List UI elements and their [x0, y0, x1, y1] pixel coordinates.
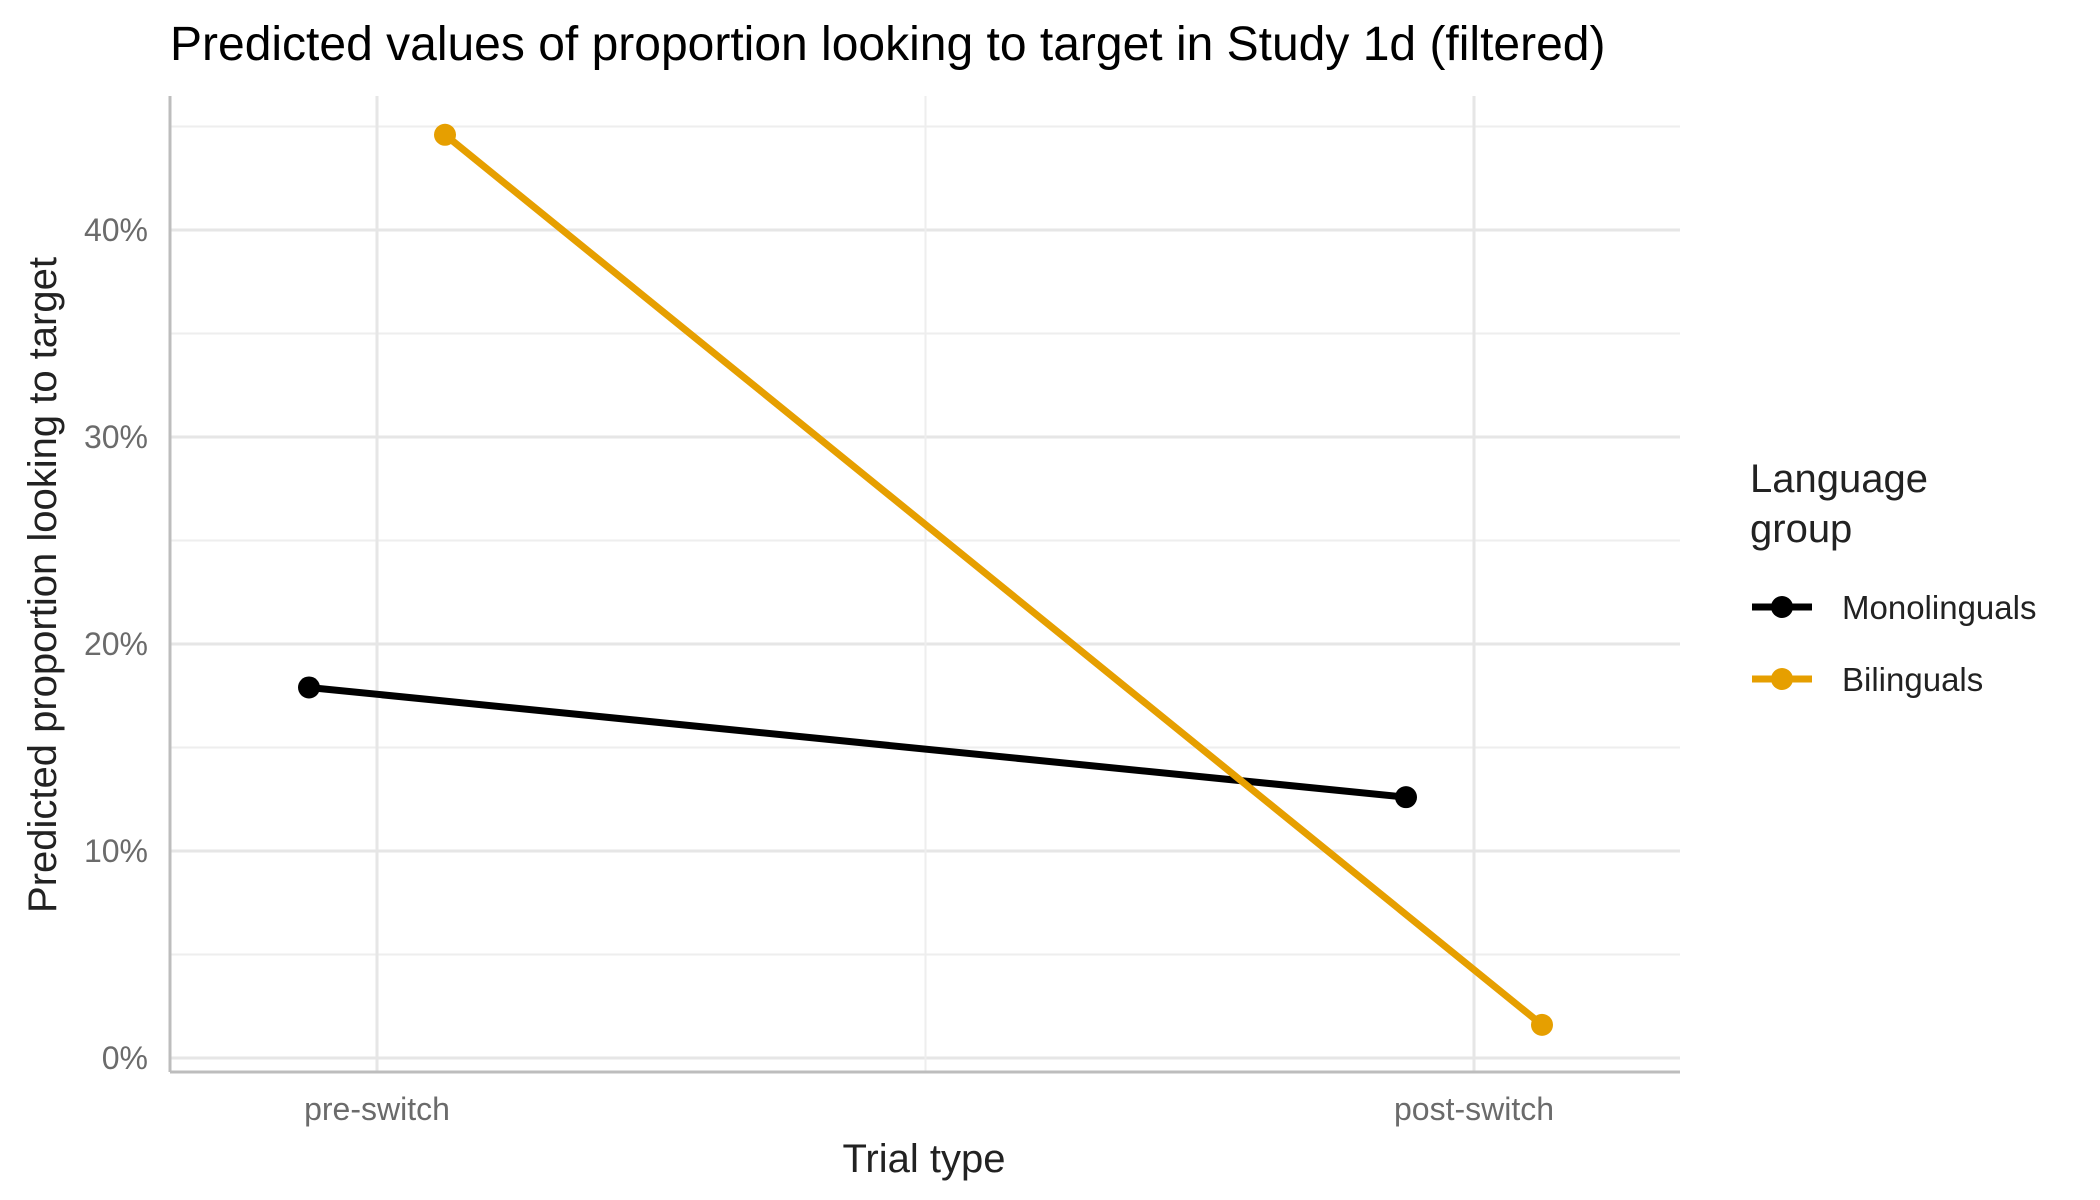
x-axis-title: Trial type — [842, 1137, 1005, 1181]
y-tick-label: 0% — [102, 1040, 148, 1076]
y-axis-title: Predicted proportion looking to target — [21, 257, 65, 913]
legend-key-point — [1771, 668, 1793, 690]
y-tick-label: 10% — [84, 833, 148, 869]
series-line-bilinguals — [442, 132, 1545, 1028]
legend-key-point — [1771, 596, 1793, 618]
data-point-bilinguals — [434, 123, 456, 146]
legend-label: Monolinguals — [1842, 589, 2036, 626]
y-tick-labels: 0% 10% 20% 30% 40% — [84, 212, 148, 1076]
data-point-monolinguals — [1395, 786, 1417, 809]
legend-label: Bilinguals — [1842, 661, 1983, 698]
axes — [168, 96, 1680, 1074]
chart-title: Predicted values of proportion looking t… — [170, 18, 1605, 71]
x-tick-labels: pre-switch post-switch — [304, 1091, 1554, 1127]
series-layer — [298, 123, 1553, 1036]
series-line-monolinguals — [308, 683, 1407, 801]
data-point-monolinguals — [298, 676, 320, 699]
y-tick-label: 40% — [84, 212, 148, 248]
grid — [170, 96, 1680, 1072]
legend: Language group Monolinguals Bilinguals — [1750, 457, 2036, 698]
y-tick-label: 20% — [84, 626, 148, 662]
legend-title: group — [1750, 507, 1852, 551]
x-tick-label: pre-switch — [304, 1091, 450, 1127]
legend-title: Language — [1750, 457, 1928, 501]
data-point-bilinguals — [1531, 1013, 1553, 1036]
y-tick-label: 30% — [84, 419, 148, 455]
x-tick-label: post-switch — [1394, 1091, 1554, 1127]
